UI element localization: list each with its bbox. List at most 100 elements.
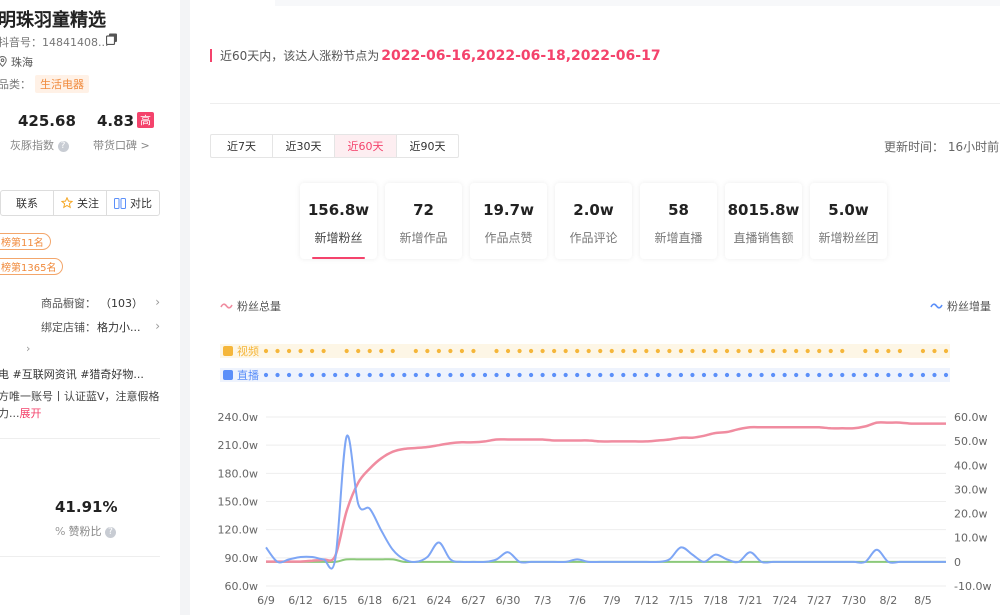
stat-value: 58 [668,201,689,219]
follow-button[interactable]: 关注 [54,191,107,215]
live-row-dot [621,372,626,378]
help-icon[interactable]: ? [104,526,116,538]
video-row-dot [805,348,810,354]
y-right-tick: 30.0w [954,483,988,496]
tab-period[interactable]: 近7天 [211,135,273,157]
y-left-tick: 240.0w [218,411,259,424]
help-icon[interactable]: ? [57,140,69,152]
live-row-dot [356,372,361,378]
live-row-dot [851,372,856,378]
stat-card[interactable]: 5.0w 新增粉丝团 [810,183,887,259]
legend-increment-label: 粉丝增量 [947,300,991,313]
x-tick: 6/12 [288,594,313,607]
stat-card[interactable]: 19.7w 作品点赞 [470,183,547,259]
live-row-dot [701,372,707,378]
x-tick: 6/30 [496,594,521,607]
live-row-dot [794,372,799,378]
x-tick: 8/5 [914,594,932,607]
live-row-dot [367,372,372,378]
y-left-tick: 120.0w [218,524,259,537]
video-row-dot [598,348,603,354]
copy-icon[interactable] [106,33,118,45]
stat-card[interactable]: 72 新增作品 [385,183,462,259]
account-name: 明珠羽童精选 [0,10,106,31]
expand-link[interactable]: 展开 [19,407,42,420]
live-row-dot [275,372,280,378]
video-row-dot [897,348,902,354]
video-row-dot [863,348,868,354]
tab-period[interactable]: 近90天 [409,140,446,153]
live-row-dot [747,372,753,378]
legend-total-label: 粉丝总量 [237,300,281,313]
x-tick: 6/18 [357,594,382,607]
stat-card[interactable]: 2.0w 作品评论 [555,183,632,259]
stat-value: 19.7w [483,201,534,219]
video-row-dot [632,348,637,354]
chevron-right-icon: › [155,319,160,333]
video-row-dot [932,348,937,354]
rank-badge-1[interactable]: 榜第11名 [0,233,51,250]
compare-button[interactable]: 对比 [107,191,159,215]
live-row-dot [494,372,499,378]
video-row-dot [298,348,303,354]
video-row-icon [223,346,233,356]
video-row-dot [690,348,695,354]
tab-period[interactable]: 近60天 [335,135,397,157]
live-row-dot [563,372,568,378]
stat-card[interactable]: 156.8w 新增粉丝 [300,183,377,259]
video-row-dot [736,348,741,354]
video-row-dot [528,348,534,354]
gray-index-label: 灰豚指数 ? [10,137,69,153]
series-line-fan-increment [265,434,946,570]
video-row-dot [517,348,522,354]
showcase-count: （103） [100,297,143,310]
rank-badge-2[interactable]: 榜第1365名 [0,258,64,275]
profile-panel: 明珠羽童精选 抖音号：14841408... 珠海 品类： 生活电器 425.68… [0,0,180,615]
stat-cards: 156.8w 新增粉丝 72 新增作品 19.7w 作品点赞 2.0w 作品评论 58 新增直播 8… [300,183,887,259]
video-row-dot [471,348,476,354]
video-row-dot [724,348,730,354]
chevron-right-icon: › [26,342,31,355]
stat-value: 2.0w [573,201,614,219]
video-row-dot [920,348,926,354]
trend-panel: 近60天内，该达人涨粉节点为 2022-06-16,2022-06-18,2022… [190,0,1000,615]
y-right-tick: 10.0w [954,532,988,545]
y-left-tick: 180.0w [218,467,259,480]
update-time: 更新时间： 16小时前 [884,140,1000,154]
video-row-dot [874,348,879,354]
live-row-icon [223,370,233,380]
video-row-dot [575,348,580,354]
video-row-dot [563,348,568,354]
x-tick: 7/12 [634,594,659,607]
legend-fan-increment[interactable]: 粉丝增量 [930,298,991,314]
x-tick: 8/2 [880,594,898,607]
live-row-dot [736,372,741,378]
category-tag[interactable]: 生活电器 [35,75,89,93]
tab-period[interactable]: 近30天 [273,135,335,157]
live-row-dot [310,372,315,378]
stat-value: 8015.8w [727,201,800,219]
reputation-value: 4.83 高 [97,112,155,130]
video-row-band [220,344,950,358]
live-row-dot [379,372,384,378]
like-fan-ratio-label-text: 赞粉比 [68,525,102,538]
contact-button[interactable]: 联系 [1,191,54,215]
video-row-dot [436,348,441,354]
video-row-dot [782,348,787,354]
stat-card[interactable]: 8015.8w 直播销售额 [725,183,802,259]
x-tick: 7/27 [807,594,832,607]
live-row-dot [771,372,776,378]
live-row-dot [321,372,326,378]
location: 珠海 [0,54,33,70]
x-tick: 7/21 [738,594,763,607]
wave-icon [930,303,943,309]
percent-icon: % [55,525,66,538]
legend-total-fans[interactable]: 粉丝总量 [220,298,281,314]
reputation-label[interactable]: 带货口碑 > [93,139,150,152]
video-row-dot [356,348,361,354]
x-tick: 6/9 [257,594,275,607]
shop-label: 绑定店铺： [41,321,96,334]
live-row-dot [402,372,407,378]
stat-card[interactable]: 58 新增直播 [640,183,717,259]
